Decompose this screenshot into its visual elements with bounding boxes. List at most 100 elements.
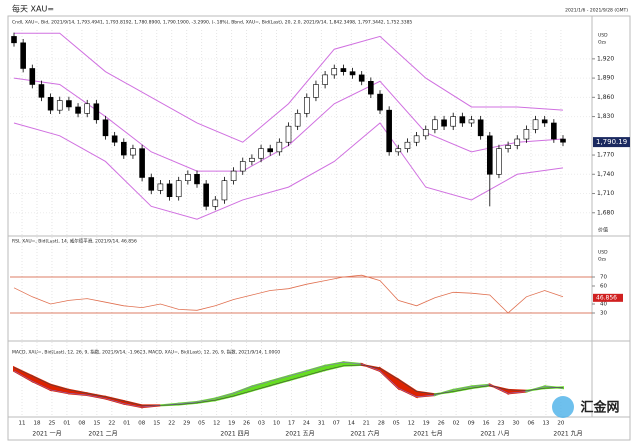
candle-body — [194, 173, 200, 185]
candle-body — [331, 68, 338, 76]
x-tick-label: 19 — [228, 421, 235, 427]
macd-signal — [13, 364, 564, 406]
candle-body — [422, 129, 429, 137]
x-tick-label: 22 — [168, 421, 175, 427]
bollinger-upper — [14, 32, 564, 143]
candle-body — [505, 145, 511, 149]
x-tick-label: 18 — [33, 421, 40, 427]
x-tick-label: 26 — [438, 421, 445, 427]
candle-body — [203, 183, 209, 207]
x-tick-label: 03 — [258, 421, 265, 427]
candle-body — [29, 68, 36, 85]
candle-body — [230, 170, 237, 181]
candle-body — [395, 148, 402, 153]
candle-body — [75, 106, 81, 114]
legend-text: Cndl, XAU=, Bid, 2021/9/14, 1,793.4941, … — [12, 20, 412, 26]
candle-body — [459, 116, 466, 124]
y-tick-label: 1,860 — [597, 94, 614, 101]
rsi-legend: RSI, XAU=, Bid(Last), 14, 威尔德平滑, 2021/9/… — [12, 238, 137, 245]
candle-body — [185, 173, 191, 181]
candle-body — [496, 148, 502, 175]
candle-body — [486, 135, 493, 175]
unit-label: Ozs — [598, 40, 607, 46]
candle-body — [368, 81, 374, 95]
x-tick-label: 15 — [153, 421, 160, 427]
candle-body — [377, 93, 383, 111]
candle-body — [441, 119, 447, 127]
date-range: 2021/1/6 - 2021/9/28 (GMT) — [565, 8, 628, 14]
candle-body — [93, 103, 100, 121]
candle-body — [340, 68, 347, 72]
candle-body — [130, 148, 136, 156]
x-tick-label: 14 — [348, 421, 355, 427]
unit-label: USD — [598, 250, 608, 256]
rsi-tick-label: 30 — [600, 311, 607, 317]
candle-body — [239, 161, 246, 172]
candle-body — [111, 135, 118, 143]
candle-body — [313, 84, 319, 98]
candle-body — [358, 74, 365, 82]
month-label: 2021 五月 — [285, 431, 314, 438]
x-tick-label: 21 — [363, 421, 370, 427]
candle-body — [276, 141, 283, 153]
y-tick-label: 1,830 — [597, 113, 614, 120]
candle-body — [386, 109, 392, 153]
rsi-last-label: 46.856 — [596, 294, 617, 301]
candle-body — [157, 183, 164, 191]
x-tick-label: 22 — [108, 421, 115, 427]
candle-body — [560, 138, 566, 143]
candle-body — [148, 177, 155, 191]
candle-body — [139, 148, 145, 178]
x-tick-label: 20 — [557, 421, 564, 427]
bollinger-lower — [13, 122, 564, 220]
watermark-logo — [552, 396, 574, 418]
macd-values — [13, 362, 564, 408]
candle-body — [66, 100, 72, 108]
candle-body — [541, 119, 548, 124]
rsi-last-box — [593, 293, 623, 302]
x-tick-label: 05 — [393, 421, 400, 427]
x-tick-label: 15 — [93, 421, 100, 427]
rsi-tick-label: 70 — [600, 275, 607, 281]
x-tick-label: 13 — [542, 421, 549, 427]
last-price-label: 1,790.19 — [596, 138, 627, 146]
candle-body — [432, 119, 438, 130]
y-tick-label: 1,680 — [597, 209, 614, 216]
x-tick-label: 08 — [138, 421, 145, 427]
y-tick-label: 1,710 — [597, 190, 614, 197]
candle-body — [249, 157, 255, 162]
candle-body — [285, 125, 292, 143]
last-price-box — [593, 137, 630, 148]
x-tick-label: 07 — [333, 421, 340, 427]
x-tick-label: 12 — [408, 421, 415, 427]
x-tick-label: 16 — [483, 421, 490, 427]
month-label: 2021 一月 — [32, 431, 61, 438]
x-tick-label: 10 — [273, 421, 280, 427]
month-label: 2021 九月 — [553, 430, 582, 438]
candle-body — [221, 180, 228, 201]
candle-body — [468, 119, 475, 124]
candle-body — [267, 148, 274, 153]
x-tick-label: 19 — [423, 421, 430, 427]
x-tick-label: 31 — [318, 421, 325, 427]
candle-body — [47, 97, 54, 111]
x-tick-label: 09 — [468, 421, 475, 427]
candle-body — [11, 36, 17, 44]
y-tick-label: 1,740 — [597, 171, 614, 178]
candle-body — [38, 84, 45, 98]
candle-body — [322, 74, 328, 85]
candle-body — [303, 97, 310, 114]
candle-body — [532, 119, 539, 130]
x-tick-label: 29 — [183, 421, 190, 427]
rsi-line — [13, 274, 564, 314]
y-tick-label: 1,920 — [597, 55, 614, 62]
candle-body — [450, 116, 457, 127]
candle-body — [84, 103, 90, 114]
macd-legend: MACD, XAU=, Bid(Last), 12, 26, 9, 指数, 20… — [12, 349, 280, 356]
chart-title: 每天 XAU= — [12, 4, 54, 14]
month-label: 2021 二月 — [88, 431, 117, 438]
frame — [7, 15, 631, 441]
month-label: 2021 七月 — [413, 430, 442, 438]
x-tick-label: 01 — [123, 421, 130, 427]
